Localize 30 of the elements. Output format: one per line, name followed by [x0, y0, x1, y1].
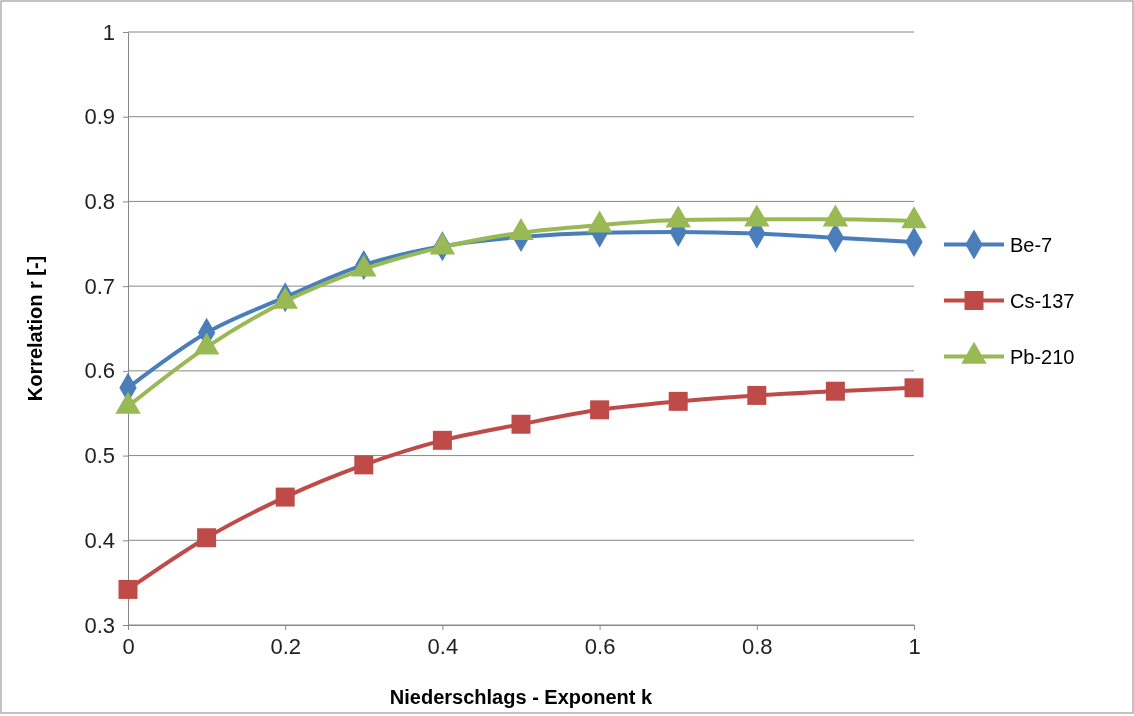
y-tick-label: 0.7: [84, 273, 115, 299]
point: [432, 430, 452, 450]
point: [511, 414, 531, 434]
point: [197, 528, 217, 548]
point: [825, 381, 845, 401]
y-tick-label: 0.5: [84, 443, 115, 469]
y-tick-label: 0.4: [84, 527, 115, 553]
legend-label: Be-7: [1010, 233, 1053, 256]
y-tick-label: 0.8: [84, 188, 115, 214]
x-axis-title: Niederschlags - Exponent k: [389, 686, 654, 708]
x-tick-label: 0.6: [584, 633, 616, 659]
y-axis-title: Korrelation r [-]: [24, 255, 46, 402]
point: [668, 391, 688, 411]
y-tick-label: 0.3: [84, 612, 115, 638]
x-tick-label: 0.8: [742, 633, 773, 659]
y-tick-label: 0.9: [84, 104, 115, 130]
y-tick-label: 1: [102, 19, 115, 45]
x-tick-label: 0.2: [270, 633, 301, 659]
x-tick-label: 0.4: [427, 633, 459, 659]
point: [354, 455, 374, 475]
point: [904, 378, 924, 398]
x-tick-label: 0: [122, 633, 135, 659]
point: [275, 487, 295, 507]
legend-label: Pb-210: [1010, 345, 1075, 368]
y-tick-label: 0.6: [84, 358, 115, 384]
x-tick-label: 1: [908, 633, 921, 659]
point: [118, 579, 138, 599]
legend-label: Cs-137: [1010, 289, 1075, 312]
point: [747, 385, 767, 405]
point: [590, 400, 610, 420]
